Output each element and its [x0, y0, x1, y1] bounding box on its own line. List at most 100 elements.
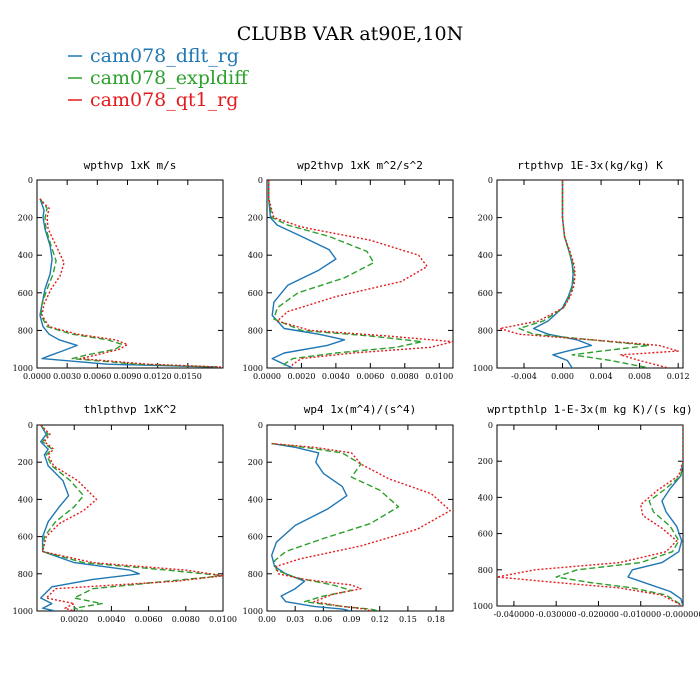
panel-rtpthvp: rtpthvp 1E-3x(kg/kg) K 0 200 400 600 800 1000…	[473, 159, 690, 381]
y-tick-label: 400	[248, 251, 263, 260]
plot-frame	[266, 424, 454, 612]
x-tick-label: 0.0090	[113, 372, 141, 381]
x-tick-label: -0.040000	[493, 610, 534, 619]
plot-frame	[496, 179, 684, 369]
panel-title-wprtpthlp: wprtpthlp 1-E-3x(m kg K)/(s kg)	[487, 403, 692, 416]
y-tick-label: 200	[18, 214, 33, 223]
x-tick-label: 0.0100	[425, 372, 453, 381]
legend-label-dflt: cam078_dflt_rg	[90, 45, 239, 67]
x-tick-label: -0.030000	[536, 610, 577, 619]
y-tick-label: 200	[248, 214, 263, 223]
y-tick-label: 1000	[13, 607, 33, 616]
y-tick-label: 200	[478, 214, 493, 223]
series-line-dflt	[268, 180, 346, 368]
series-line-dflt	[40, 425, 141, 611]
series-line-qt1	[268, 180, 453, 368]
figure-title: CLUBB VAR at90E,10N	[237, 23, 463, 45]
series-line-expldiff	[555, 425, 683, 606]
x-tick-label: 0.18	[427, 615, 445, 624]
legend: cam078_dflt_rg cam078_expldiff cam078_qt…	[68, 45, 249, 111]
x-tick-label: 0.12	[371, 615, 389, 624]
y-tick-label: 800	[248, 570, 263, 579]
y-tick-label: 1000	[473, 364, 493, 373]
y-tick-label: 0	[258, 176, 263, 185]
y-tick-label: 0	[488, 421, 493, 430]
y-tick-label: 400	[18, 251, 33, 260]
y-tick-label: 800	[248, 326, 263, 335]
x-tick-label: 0.012	[667, 372, 690, 381]
y-tick-label: 1000	[243, 607, 263, 616]
plot-frame	[496, 424, 684, 607]
y-tick-label: 0	[258, 421, 263, 430]
x-tick-label: 0.00	[258, 615, 276, 624]
x-tick-label: 0.0080	[172, 615, 200, 624]
y-tick-label: 400	[478, 251, 493, 260]
x-tick-label: 0.0100	[209, 615, 237, 624]
y-tick-label: 200	[18, 458, 33, 467]
panel-wprtpthlp: wprtpthlp 1-E-3x(m kg K)/(s kg) 0 200 400 6…	[473, 403, 700, 619]
y-tick-label: 400	[478, 493, 493, 502]
x-tick-label: 0.000	[551, 372, 574, 381]
legend-label-qt1: cam078_qt1_rg	[90, 89, 238, 111]
x-tick-label: 0.0000	[253, 372, 281, 381]
series-line-dflt	[627, 425, 683, 606]
y-tick-label: 600	[18, 289, 33, 298]
y-tick-label: 200	[248, 458, 263, 467]
x-tick-label: 0.0020	[287, 372, 315, 381]
x-tick-label: -0.004	[511, 372, 537, 381]
plot-frame	[36, 424, 224, 612]
series-line-dflt	[39, 198, 219, 368]
y-tick-label: 800	[18, 326, 33, 335]
panel-title-wpthvp: wpthvp 1xK m/s	[84, 159, 177, 172]
series-line-expldiff	[40, 425, 223, 611]
y-tick-label: 800	[478, 326, 493, 335]
y-tick-label: 400	[248, 495, 263, 504]
panel-wp4: wp4 1x(m^4)/(s^4) 0 200 400 600 800 10000.00 0…	[243, 403, 454, 624]
series-line-expldiff	[39, 198, 219, 368]
series-line-qt1	[499, 180, 679, 368]
y-tick-label: 1000	[243, 364, 263, 373]
panel-title-rtpthvp: rtpthvp 1E-3x(kg/kg) K	[517, 159, 663, 172]
plot-frame	[36, 179, 224, 369]
panel-title-thlpthvp: thlpthvp 1xK^2	[84, 403, 177, 416]
y-tick-label: 600	[478, 289, 493, 298]
x-tick-label: -0.010000	[620, 610, 661, 619]
panel-title-wp4: wp4 1x(m^4)/(s^4)	[304, 403, 417, 416]
x-tick-label: 0.008	[628, 372, 651, 381]
x-tick-label: 0.0060	[135, 615, 163, 624]
y-tick-label: 400	[18, 495, 33, 504]
x-tick-label: 0.0030	[53, 372, 81, 381]
y-tick-label: 200	[478, 457, 493, 466]
y-tick-label: 1000	[473, 602, 493, 611]
x-tick-label: 0.0060	[356, 372, 384, 381]
x-tick-label: 0.0150	[174, 372, 202, 381]
legend-label-expldiff: cam078_expldiff	[90, 67, 249, 89]
x-tick-label: 0.0040	[322, 372, 350, 381]
series-line-qt1	[497, 425, 683, 606]
series-line-dflt	[271, 442, 352, 611]
plot-frame	[266, 179, 454, 369]
x-tick-label: 0.0080	[391, 372, 419, 381]
y-tick-label: 0	[488, 176, 493, 185]
x-tick-label: 0.0020	[60, 615, 88, 624]
y-tick-label: 800	[478, 566, 493, 575]
y-tick-label: 800	[18, 570, 33, 579]
x-tick-label: -0.020000	[578, 610, 619, 619]
x-tick-label: 0.0120	[144, 372, 172, 381]
y-tick-label: 600	[18, 533, 33, 542]
x-tick-label: -0.000000	[663, 610, 700, 619]
panel-title-wp2thvp: wp2thvp 1xK m^2/s^2	[297, 159, 423, 172]
panel-wp2thvp: wp2thvp 1xK m^2/s^2 020040060080010000.0…	[243, 159, 454, 381]
y-tick-label: 600	[248, 533, 263, 542]
x-tick-label: 0.03	[286, 615, 304, 624]
x-tick-label: 0.0060	[83, 372, 111, 381]
x-tick-label: 0.09	[343, 615, 361, 624]
y-tick-label: 1000	[13, 364, 33, 373]
panel-thlpthvp: thlpthvp 1xK^2 0 200 400 600 800 1000 0.0020 0.…	[13, 403, 237, 624]
y-tick-label: 600	[248, 289, 263, 298]
x-tick-label: 0.06	[314, 615, 332, 624]
series-line-qt1	[39, 198, 223, 368]
x-tick-label: 0.004	[590, 372, 613, 381]
